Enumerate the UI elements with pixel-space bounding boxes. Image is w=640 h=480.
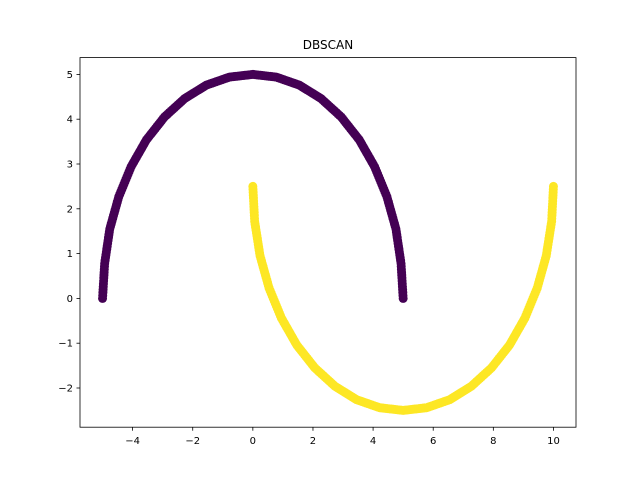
x-tick-label: −2 xyxy=(185,436,200,447)
x-tick-label: 4 xyxy=(370,436,376,447)
x-tick-label: 6 xyxy=(430,436,436,447)
cluster-1-point xyxy=(548,181,558,191)
y-tick-label: 5 xyxy=(67,70,73,81)
x-tick-label: 0 xyxy=(250,436,256,447)
x-axis: −4 −2 0 2 4 6 8 10 xyxy=(125,427,560,447)
y-tick-label: 1 xyxy=(67,249,73,260)
y-tick-label: −1 xyxy=(58,339,73,350)
axes-frame xyxy=(79,57,577,428)
x-tick-label: 2 xyxy=(310,436,316,447)
x-tick-label: 8 xyxy=(490,436,496,447)
x-tick-label: 10 xyxy=(547,436,560,447)
y-tick-label: 2 xyxy=(67,204,73,215)
y-axis: −2 −1 0 1 2 3 4 5 xyxy=(58,70,80,395)
chart-title: DBSCAN xyxy=(303,38,353,52)
points-layer xyxy=(98,69,558,415)
cluster-0-point xyxy=(398,293,408,303)
y-tick-label: 0 xyxy=(67,294,73,305)
y-tick-label: −2 xyxy=(58,384,73,395)
y-tick-label: 3 xyxy=(67,160,73,171)
y-tick-label: 4 xyxy=(67,115,73,126)
x-tick-label: −4 xyxy=(125,436,140,447)
